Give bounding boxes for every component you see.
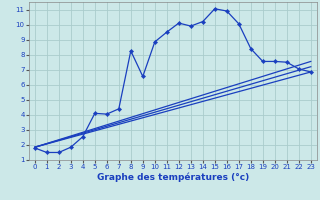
X-axis label: Graphe des températures (°c): Graphe des températures (°c) <box>97 173 249 182</box>
